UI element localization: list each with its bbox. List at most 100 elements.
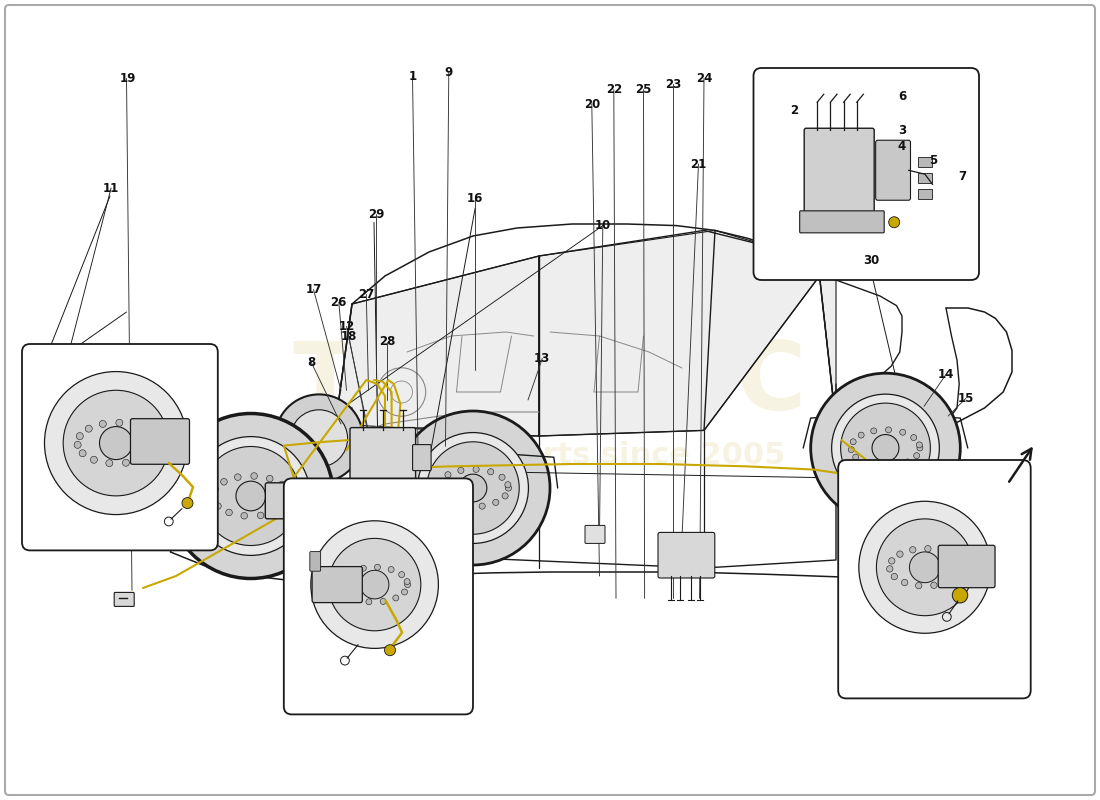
Circle shape bbox=[385, 645, 396, 656]
FancyBboxPatch shape bbox=[838, 460, 1031, 698]
Circle shape bbox=[931, 582, 937, 589]
Circle shape bbox=[499, 474, 505, 480]
Circle shape bbox=[76, 433, 84, 440]
Circle shape bbox=[858, 432, 865, 438]
Text: 3: 3 bbox=[898, 124, 906, 137]
Circle shape bbox=[398, 571, 405, 578]
FancyBboxPatch shape bbox=[114, 592, 134, 606]
Circle shape bbox=[106, 460, 113, 466]
Bar bbox=[918, 158, 932, 167]
Circle shape bbox=[282, 501, 288, 508]
Circle shape bbox=[458, 467, 464, 474]
Circle shape bbox=[402, 589, 407, 595]
Circle shape bbox=[911, 434, 916, 441]
FancyBboxPatch shape bbox=[754, 68, 979, 280]
FancyBboxPatch shape bbox=[312, 566, 362, 602]
Circle shape bbox=[381, 598, 386, 605]
Circle shape bbox=[914, 453, 920, 458]
Circle shape bbox=[889, 558, 895, 564]
Text: 29: 29 bbox=[368, 208, 384, 221]
Circle shape bbox=[353, 596, 359, 602]
Text: 21: 21 bbox=[691, 158, 706, 170]
FancyBboxPatch shape bbox=[316, 489, 334, 500]
Text: 25: 25 bbox=[636, 83, 651, 96]
Circle shape bbox=[439, 494, 446, 501]
Circle shape bbox=[900, 430, 905, 435]
Circle shape bbox=[505, 485, 512, 491]
Circle shape bbox=[341, 576, 346, 582]
Circle shape bbox=[487, 469, 494, 475]
Circle shape bbox=[877, 519, 974, 616]
Polygon shape bbox=[820, 276, 836, 424]
Text: 2: 2 bbox=[790, 104, 799, 117]
Circle shape bbox=[939, 548, 946, 554]
FancyBboxPatch shape bbox=[22, 344, 218, 550]
Circle shape bbox=[405, 582, 410, 587]
Circle shape bbox=[116, 419, 123, 426]
Circle shape bbox=[925, 546, 931, 552]
Circle shape bbox=[290, 410, 348, 467]
Text: 5: 5 bbox=[928, 154, 937, 166]
Text: 23: 23 bbox=[666, 78, 681, 90]
Circle shape bbox=[437, 478, 443, 485]
Circle shape bbox=[904, 459, 911, 465]
Text: 10: 10 bbox=[595, 219, 610, 232]
Polygon shape bbox=[539, 230, 820, 436]
Circle shape bbox=[286, 493, 293, 499]
Circle shape bbox=[74, 442, 81, 448]
Circle shape bbox=[450, 500, 455, 506]
Circle shape bbox=[191, 437, 310, 555]
Bar bbox=[918, 174, 932, 183]
Circle shape bbox=[201, 446, 300, 546]
Circle shape bbox=[221, 478, 228, 485]
Circle shape bbox=[480, 503, 485, 509]
Text: TUTODOC: TUTODOC bbox=[293, 338, 807, 430]
Circle shape bbox=[182, 498, 192, 509]
Circle shape bbox=[210, 494, 217, 501]
Text: 11: 11 bbox=[103, 182, 119, 194]
Circle shape bbox=[910, 546, 916, 553]
FancyBboxPatch shape bbox=[310, 552, 320, 571]
Text: 30: 30 bbox=[864, 254, 879, 266]
Circle shape bbox=[917, 445, 923, 451]
FancyBboxPatch shape bbox=[350, 427, 416, 489]
Circle shape bbox=[99, 421, 107, 427]
Text: 26: 26 bbox=[331, 296, 346, 309]
Circle shape bbox=[138, 455, 144, 462]
Text: 9: 9 bbox=[444, 66, 453, 78]
Circle shape bbox=[388, 566, 394, 573]
Circle shape bbox=[832, 394, 939, 502]
Circle shape bbox=[212, 486, 219, 493]
Circle shape bbox=[349, 570, 354, 575]
FancyBboxPatch shape bbox=[800, 211, 884, 233]
FancyBboxPatch shape bbox=[658, 533, 715, 578]
Circle shape bbox=[361, 565, 366, 571]
FancyBboxPatch shape bbox=[804, 128, 875, 212]
Text: 28: 28 bbox=[379, 335, 395, 348]
Circle shape bbox=[891, 574, 898, 580]
Text: 15: 15 bbox=[958, 392, 974, 405]
Circle shape bbox=[811, 373, 960, 523]
Circle shape bbox=[444, 472, 451, 478]
FancyBboxPatch shape bbox=[316, 505, 334, 516]
Circle shape bbox=[493, 499, 498, 506]
Circle shape bbox=[848, 446, 855, 453]
Circle shape bbox=[151, 439, 158, 446]
Circle shape bbox=[852, 454, 859, 460]
Circle shape bbox=[63, 390, 168, 496]
Circle shape bbox=[236, 481, 266, 511]
Circle shape bbox=[886, 427, 891, 433]
Circle shape bbox=[887, 566, 893, 572]
Text: 19: 19 bbox=[120, 72, 135, 85]
Circle shape bbox=[278, 481, 285, 488]
Text: 17: 17 bbox=[306, 283, 321, 296]
FancyBboxPatch shape bbox=[131, 418, 189, 464]
Circle shape bbox=[266, 475, 273, 482]
Text: 22: 22 bbox=[606, 83, 621, 96]
FancyBboxPatch shape bbox=[284, 478, 473, 714]
Circle shape bbox=[427, 442, 519, 534]
Circle shape bbox=[434, 486, 441, 493]
Text: 1: 1 bbox=[408, 70, 417, 82]
Circle shape bbox=[850, 438, 856, 445]
Circle shape bbox=[944, 578, 950, 585]
